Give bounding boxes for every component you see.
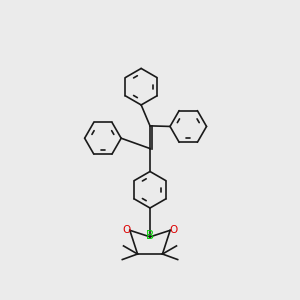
Text: O: O [170, 225, 178, 235]
Text: O: O [122, 225, 130, 235]
Text: B: B [146, 229, 154, 242]
